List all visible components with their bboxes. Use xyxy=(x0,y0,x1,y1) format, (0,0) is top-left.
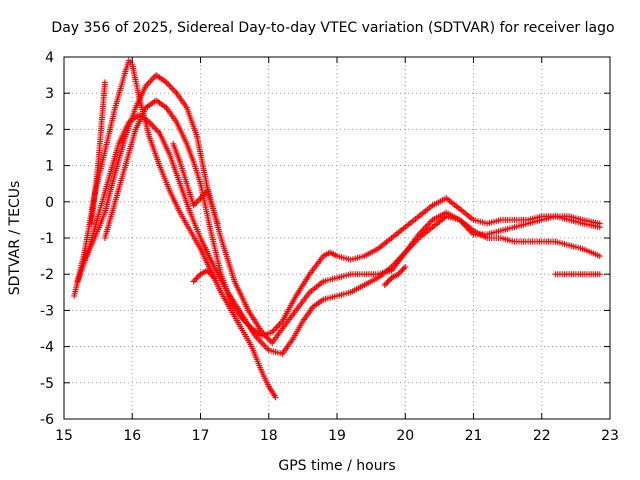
series-track-e xyxy=(88,79,108,227)
data-point-fill xyxy=(399,266,406,273)
y-tick-label: 3 xyxy=(45,86,54,102)
x-tick-label: 16 xyxy=(123,428,141,444)
x-axis-label: GPS time / hours xyxy=(278,458,395,474)
data-point xyxy=(402,263,409,270)
data-point-fill xyxy=(196,196,203,203)
data-point-fill xyxy=(193,275,200,282)
data-point xyxy=(272,394,279,401)
data-point xyxy=(596,253,603,260)
y-tick-labels: -6 -5 -4 -3 -2 -1 0 1 2 3 4 xyxy=(40,50,54,428)
data-point xyxy=(101,79,108,86)
y-tick-label: -2 xyxy=(40,267,54,283)
data-point xyxy=(596,220,603,227)
chart-title: Day 356 of 2025, Sidereal Day-to-day VTE… xyxy=(51,20,614,36)
data-point-fill xyxy=(398,268,405,275)
data-point xyxy=(214,220,221,227)
data-point xyxy=(211,274,218,281)
data-point xyxy=(190,202,197,209)
data-point-fill xyxy=(192,276,199,283)
data-point-fill xyxy=(396,269,403,276)
series-track-g xyxy=(190,267,218,285)
x-tick-label: 15 xyxy=(55,428,73,444)
data-point xyxy=(381,282,388,289)
data-point-fill xyxy=(198,193,205,200)
axis-ticks xyxy=(63,56,611,420)
data-point-fill xyxy=(383,280,390,287)
data-point-fill xyxy=(385,277,392,284)
data-point-fill xyxy=(400,265,407,272)
x-tick-labels: 15 16 17 18 19 20 21 22 23 xyxy=(55,428,619,444)
data-point-fill xyxy=(201,190,208,197)
series-track-f xyxy=(170,140,221,227)
x-tick-label: 23 xyxy=(601,428,619,444)
y-tick-label: 2 xyxy=(45,122,54,138)
data-point xyxy=(395,271,402,278)
x-tick-label: 19 xyxy=(328,428,346,444)
x-tick-label: 22 xyxy=(533,428,551,444)
y-tick-label: -4 xyxy=(40,340,54,356)
data-point-fill xyxy=(205,269,212,276)
series-track-h xyxy=(381,263,409,289)
data-point-fill xyxy=(193,199,200,206)
data-point-fill xyxy=(194,274,201,281)
y-tick-label: 0 xyxy=(45,195,54,211)
y-tick-label: -1 xyxy=(40,231,54,247)
x-tick-label: 20 xyxy=(396,428,414,444)
data-point xyxy=(190,278,197,285)
y-tick-label: -6 xyxy=(40,412,54,428)
data-points xyxy=(71,57,603,401)
data-point-fill xyxy=(192,200,199,207)
x-tick-label: 18 xyxy=(260,428,278,444)
data-point-fill xyxy=(209,273,216,280)
y-tick-label: -3 xyxy=(40,303,54,319)
y-tick-label: 4 xyxy=(45,50,54,66)
data-point-fill xyxy=(200,192,207,199)
data-point xyxy=(197,195,204,202)
data-point-fill xyxy=(194,198,201,205)
series-track-c xyxy=(81,72,603,346)
y-tick-label: 1 xyxy=(45,159,54,175)
data-point-fill xyxy=(208,271,215,278)
data-point-fill xyxy=(207,270,214,277)
data-point xyxy=(596,271,603,278)
data-point-fill xyxy=(384,279,391,286)
y-axis-label: SDTVAR / TECUs xyxy=(7,181,23,296)
series-track-i xyxy=(552,271,603,278)
series-track-d xyxy=(101,97,603,339)
y-tick-label: -5 xyxy=(40,376,54,392)
x-tick-label: 21 xyxy=(465,428,483,444)
data-point-fill xyxy=(196,272,203,279)
x-tick-label: 17 xyxy=(192,428,210,444)
data-point-fill xyxy=(387,276,394,283)
data-point xyxy=(204,267,211,274)
